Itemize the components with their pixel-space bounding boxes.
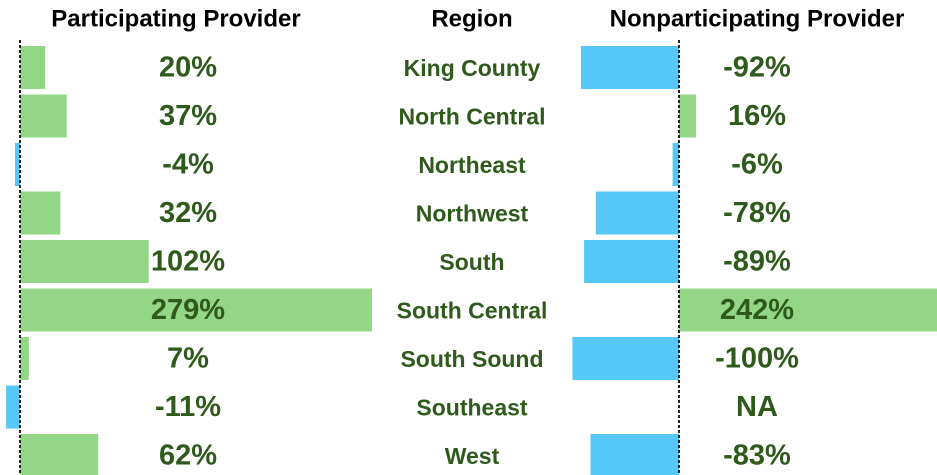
value-label: 37% bbox=[159, 100, 217, 132]
value-label: 102% bbox=[151, 246, 225, 278]
value-label: NA bbox=[736, 391, 778, 423]
column-header: Region bbox=[431, 5, 512, 32]
bar bbox=[672, 143, 679, 186]
bar bbox=[20, 46, 46, 89]
bar bbox=[20, 337, 29, 380]
bar bbox=[590, 434, 679, 475]
region-label: South Sound bbox=[400, 346, 543, 372]
bar bbox=[20, 434, 99, 475]
value-label: 16% bbox=[728, 100, 786, 132]
value-label: 62% bbox=[159, 440, 217, 472]
column-header: Participating Provider bbox=[51, 5, 300, 32]
bar bbox=[679, 94, 697, 138]
bar bbox=[679, 288, 937, 332]
bar bbox=[6, 385, 20, 429]
value-label: -100% bbox=[715, 343, 799, 375]
bar bbox=[572, 337, 679, 380]
region-label: South Central bbox=[397, 298, 548, 324]
region-label: King County bbox=[404, 55, 541, 81]
bar bbox=[20, 94, 67, 138]
bar bbox=[20, 191, 61, 235]
value-label: -89% bbox=[723, 246, 791, 278]
value-label: 7% bbox=[167, 343, 209, 375]
bar bbox=[20, 240, 149, 283]
value-label: -6% bbox=[731, 149, 783, 181]
value-label: -92% bbox=[723, 52, 791, 84]
bar bbox=[580, 46, 679, 89]
region-label: Southeast bbox=[416, 395, 528, 421]
value-label: -78% bbox=[723, 197, 791, 229]
value-label: 20% bbox=[159, 52, 217, 84]
region-label: South bbox=[439, 249, 504, 275]
column-header: Nonparticipating Provider bbox=[610, 5, 905, 32]
bar bbox=[584, 240, 679, 283]
bar bbox=[14, 143, 20, 186]
region-label: Northeast bbox=[418, 152, 526, 178]
region-label: West bbox=[445, 443, 500, 469]
value-label: 32% bbox=[159, 197, 217, 229]
value-label: 279% bbox=[151, 294, 225, 326]
value-label: -83% bbox=[723, 440, 791, 472]
value-label: -11% bbox=[155, 391, 221, 423]
bar bbox=[20, 288, 372, 332]
bar bbox=[595, 191, 679, 235]
region-label: Northwest bbox=[416, 201, 529, 227]
value-label: 242% bbox=[720, 294, 794, 326]
region-label: North Central bbox=[399, 104, 546, 130]
value-label: -4% bbox=[162, 149, 214, 181]
